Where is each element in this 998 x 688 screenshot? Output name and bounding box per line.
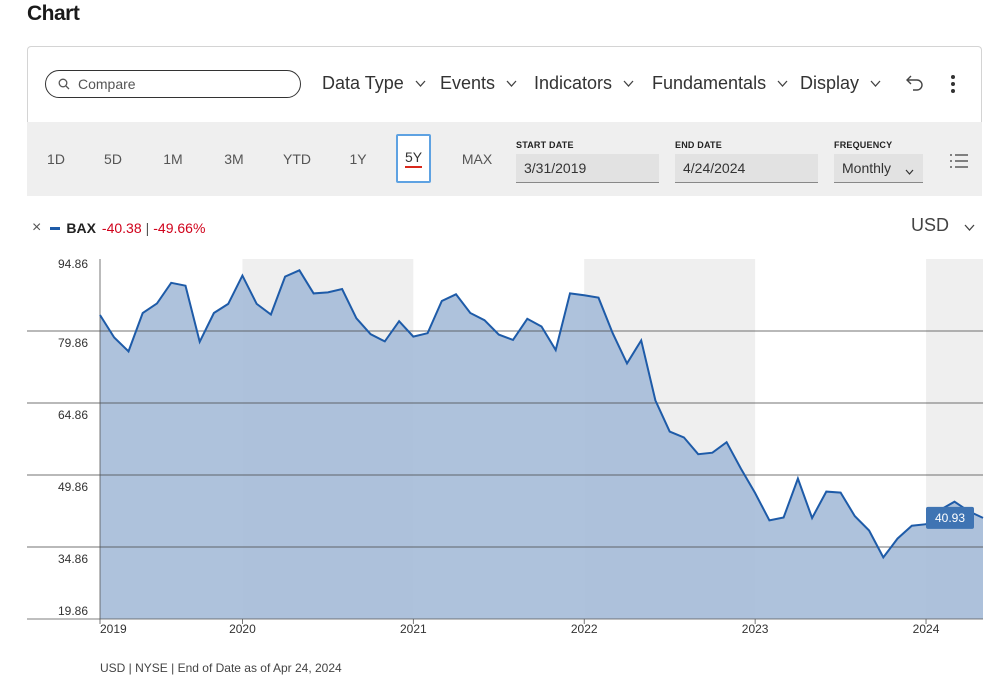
x-tick-label: 2024 [913, 622, 940, 636]
series-legend: × BAX -40.38 | -49.66% [32, 219, 206, 237]
menu-label: Events [440, 73, 496, 93]
chevron-down-icon [905, 162, 914, 182]
x-tick-label: 2020 [229, 622, 256, 636]
start-date-field[interactable]: 3/31/2019 [516, 154, 659, 183]
menu-fundamentals[interactable]: Fundamentals [652, 73, 788, 94]
search-icon [58, 78, 70, 90]
period-5y-label: 5Y [404, 149, 423, 168]
currency-value: USD [911, 215, 950, 235]
page-heading: Chart [27, 2, 80, 25]
chevron-down-icon [506, 80, 517, 87]
more-vertical-icon [951, 75, 955, 93]
y-tick-label: 34.86 [58, 552, 88, 566]
period-3m[interactable]: 3M [224, 151, 244, 167]
chevron-down-icon [415, 80, 426, 87]
chart-toolbar: Data Type Events Indicators Fundamentals… [27, 46, 982, 122]
price-chart[interactable]: 94.86 79.86 64.86 49.86 34.86 19.86 2019 2020 2… [0, 250, 998, 640]
end-date-field[interactable]: 4/24/2024 [675, 154, 818, 183]
chevron-down-icon [623, 80, 634, 87]
chevron-down-icon [777, 80, 788, 87]
end-date-label: END DATE [675, 140, 722, 150]
compare-search-box[interactable] [45, 70, 301, 98]
undo-icon [906, 75, 923, 91]
menu-events[interactable]: Events [440, 73, 517, 94]
last-price-badge [926, 506, 974, 529]
date-range-bar: 1D 5D 1M 3M YTD 1Y 5Y MAX START DATE 3/3… [27, 122, 982, 196]
compare-input[interactable] [76, 75, 280, 93]
remove-series-icon[interactable]: × [32, 219, 42, 236]
period-1d[interactable]: 1D [47, 151, 65, 167]
x-tick-label: 2022 [571, 622, 598, 636]
menu-data-type[interactable]: Data Type [322, 73, 426, 94]
menu-label: Display [800, 73, 860, 93]
frequency-value: Monthly [842, 160, 892, 176]
x-tick-label: 2019 [100, 622, 127, 636]
price-line [99, 269, 984, 560]
period-ytd[interactable]: YTD [283, 151, 311, 167]
menu-label: Fundamentals [652, 73, 767, 93]
series-swatch [50, 226, 61, 230]
y-tick-label: 94.86 [58, 257, 88, 271]
legend-separator: | [145, 220, 150, 236]
menu-label: Data Type [322, 73, 404, 93]
series-change: -40.38 [101, 220, 142, 236]
period-1m[interactable]: 1M [163, 151, 183, 167]
last-price-label: 40.93 [935, 511, 965, 525]
series-change-pct: -49.66% [153, 220, 206, 236]
menu-label: Indicators [534, 73, 613, 93]
y-tick-label: 49.86 [58, 480, 88, 494]
chevron-down-icon [964, 215, 975, 236]
list-view-button[interactable] [950, 153, 968, 174]
list-icon [950, 154, 968, 168]
period-max[interactable]: MAX [461, 151, 493, 167]
x-tick-label: 2021 [400, 622, 427, 636]
frequency-select[interactable]: Monthly [834, 154, 923, 183]
period-5y[interactable]: 5Y [396, 134, 431, 183]
menu-indicators[interactable]: Indicators [534, 73, 634, 94]
currency-select[interactable]: USD [911, 215, 975, 236]
y-tick-label: 64.86 [58, 408, 88, 422]
y-tick-label: 19.86 [58, 604, 88, 618]
more-options-button[interactable] [949, 74, 957, 99]
menu-display[interactable]: Display [800, 73, 881, 94]
period-1y[interactable]: 1Y [349, 151, 367, 167]
period-5d[interactable]: 5D [104, 151, 122, 167]
price-area [100, 270, 983, 619]
footer-note: USD | NYSE | End of Date as of Apr 24, 2… [100, 661, 342, 675]
y-tick-label: 79.86 [58, 336, 88, 350]
undo-button[interactable] [905, 74, 925, 97]
series-symbol: BAX [66, 220, 96, 236]
chevron-down-icon [870, 80, 881, 87]
start-date-label: START DATE [516, 140, 574, 150]
frequency-label: FREQUENCY [834, 140, 893, 150]
x-tick-label: 2023 [742, 622, 769, 636]
